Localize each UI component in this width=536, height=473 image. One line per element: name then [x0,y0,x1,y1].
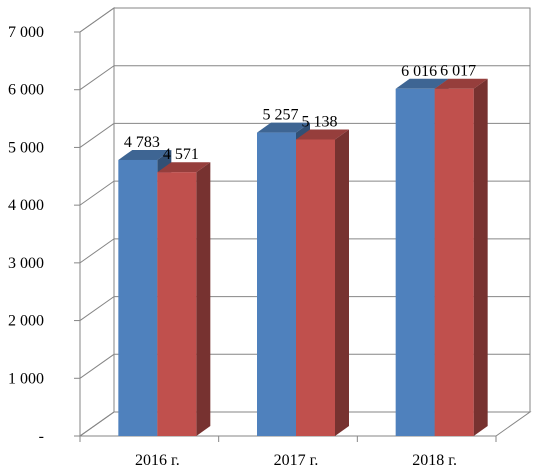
bar [157,172,197,437]
gridline [79,7,530,33]
category-label: 2017 г. [274,452,319,469]
data-label: 5 138 [302,113,338,130]
gridline [79,238,530,264]
bar-top [296,129,349,140]
gridline [79,122,530,148]
y-tick-label: 7 000 [8,24,44,41]
data-label: 6 016 [401,63,437,80]
bar [257,132,296,436]
bar [296,139,335,437]
bar [434,88,474,436]
y-tick-label: 3 000 [8,255,44,272]
y-tick-label: 6 000 [8,82,44,99]
bar-top [395,78,449,89]
gridline [79,353,530,379]
data-label: 4 783 [124,134,160,151]
bar-top [257,122,310,133]
data-label: 6 017 [440,63,476,80]
gridline [79,180,530,206]
side-wall [79,7,115,437]
bar-side [473,78,488,436]
y-tick-label: 4 000 [8,197,44,214]
category-label: 2018 г. [412,452,457,469]
y-axis-ticks: - 1 000 2 000 3 000 4 000 5 000 6 000 7 000 [8,24,81,445]
bar-side [196,162,211,437]
data-label: 5 257 [263,107,299,124]
gridline [79,411,530,437]
y-tick-label: 5 000 [8,139,44,156]
y-tick-label: 2 000 [8,313,44,330]
bar [395,88,435,436]
gridline [79,296,530,321]
bar-top [157,162,211,173]
y-tick-label: - [39,428,44,445]
bar-side [335,129,349,437]
gridline [79,65,530,91]
gridlines [79,7,530,437]
data-label: 4 571 [163,146,199,163]
y-tick-label: 1 000 [8,370,44,387]
bar-top [434,78,488,89]
bars [118,78,488,437]
bar-top [118,149,172,160]
category-labels: 2016 г. 2017 г. 2018 г. [79,436,497,469]
bar [118,159,158,436]
category-label: 2016 г. [135,452,180,469]
